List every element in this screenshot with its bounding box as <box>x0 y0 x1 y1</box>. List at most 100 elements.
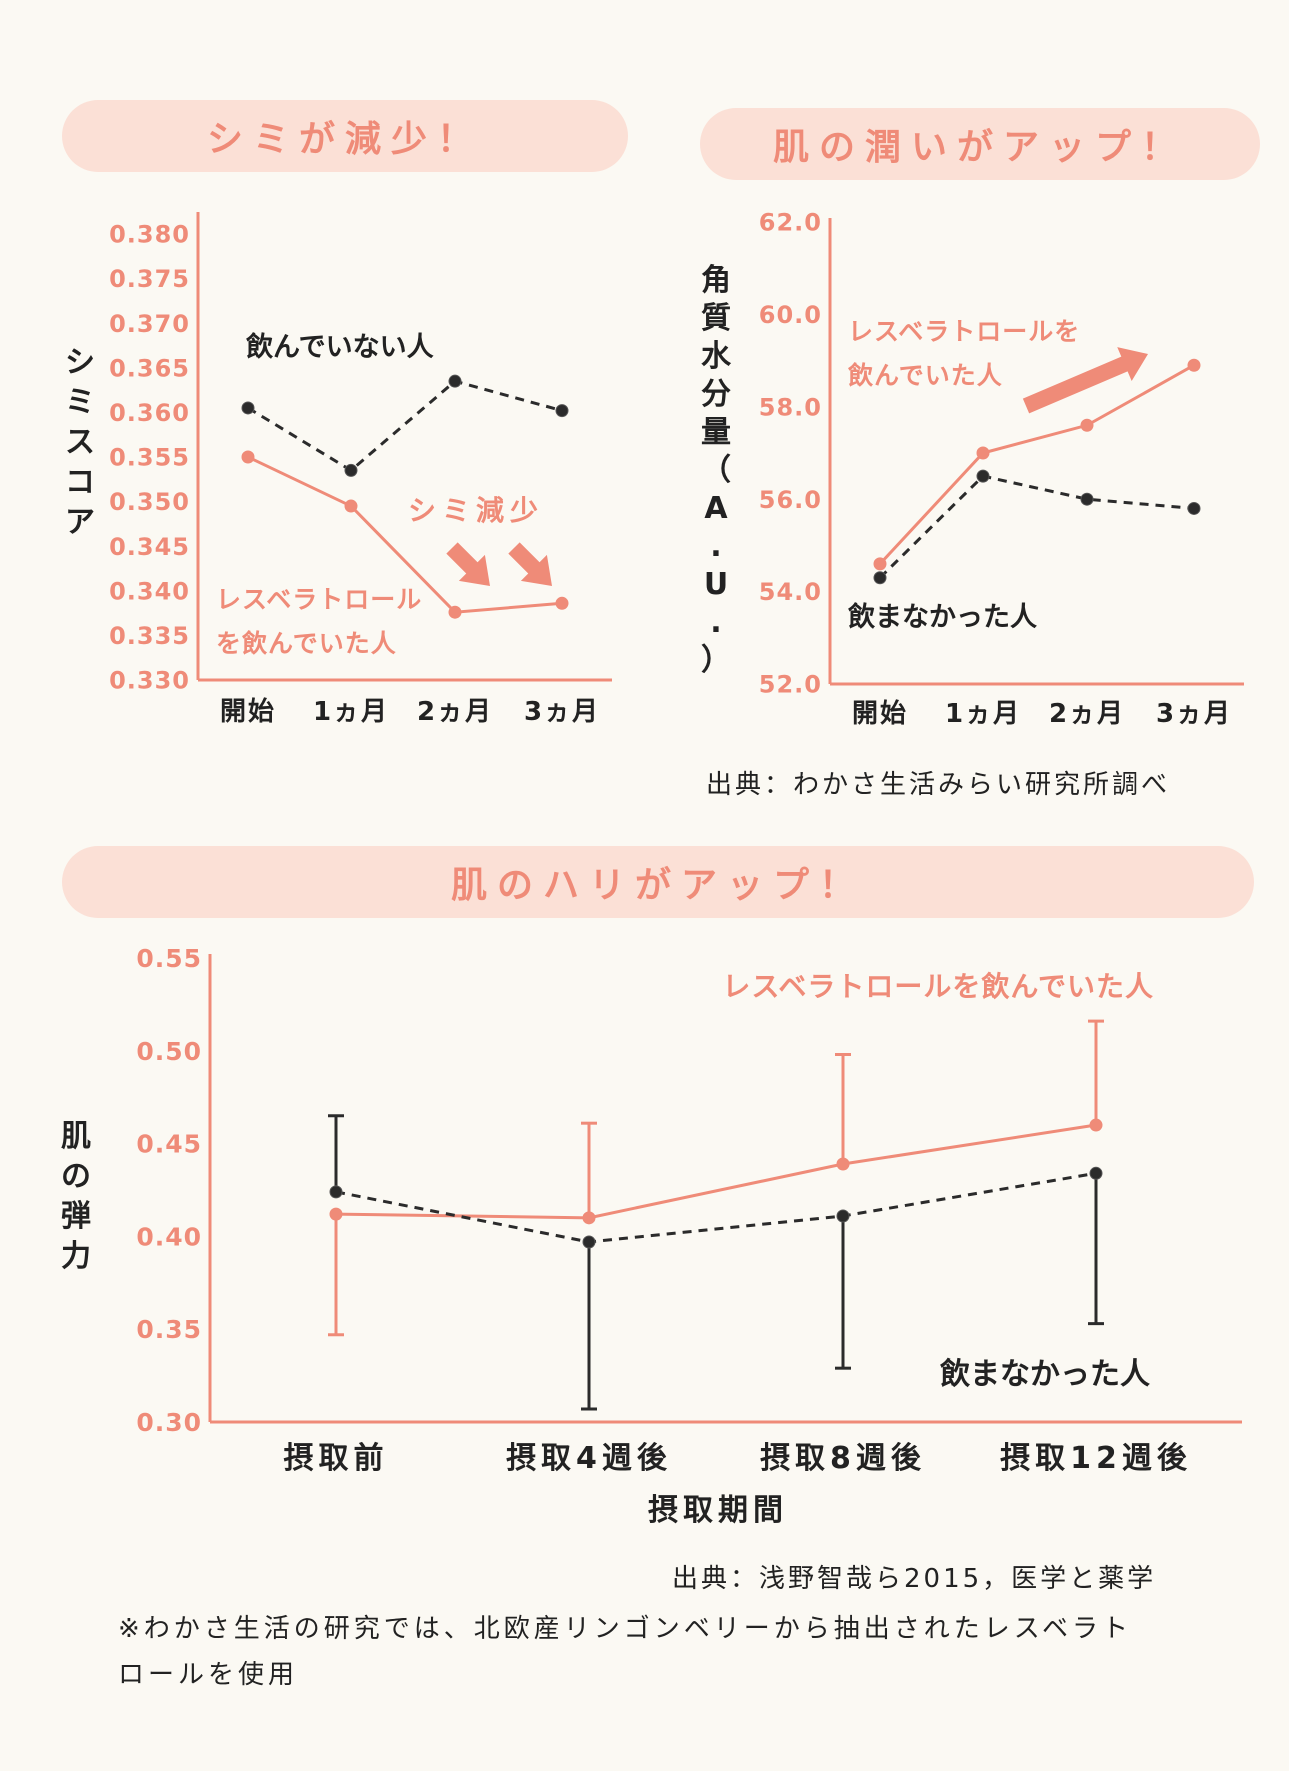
chart3-y-tick-label: 0.45 <box>136 1130 202 1159</box>
chart2-y-axis-label: 質 <box>701 301 731 336</box>
chart1-y-tick-label: 0.375 <box>109 265 190 293</box>
chart2-y-axis-label: A <box>704 491 728 526</box>
chart1-legend-treated-2: を飲んでいた人 <box>216 629 397 658</box>
chart3-series-2-point <box>582 1235 596 1249</box>
chart3-title: 肌のハリがアップ！ <box>62 846 1254 918</box>
chart2-series-1-point <box>976 446 990 460</box>
chart2-y-axis-label: 水 <box>701 339 732 374</box>
chart1-y-tick-label: 0.360 <box>109 399 190 427</box>
chart3-y-tick-label: 0.35 <box>136 1315 202 1344</box>
chart1-y-axis-label: ミ <box>65 385 95 420</box>
chart1-y-tick-label: 0.370 <box>109 310 190 338</box>
chart2-legend-control: 飲まなかった人 <box>847 601 1037 633</box>
chart3-series-1-line <box>335 1123 1097 1220</box>
chart3-y-tick-label: 0.50 <box>136 1037 202 1066</box>
chart1-series-1-point <box>555 404 569 418</box>
chart3-legend-control: 飲まなかった人 <box>940 1357 1150 1392</box>
chart1-x-tick-label: 開始 <box>220 697 276 727</box>
chart3-series-1-point <box>836 1157 850 1171</box>
chart1-series-2-point <box>241 450 255 464</box>
chart2-legend-treated-2: 飲んでいた人 <box>847 361 1003 390</box>
chart3-y-axis-label: 力 <box>61 1239 91 1274</box>
chart1-legend-control: 飲んでいない人 <box>245 331 434 363</box>
footnote-line-2: ロールを使用 <box>118 1660 299 1690</box>
chart3-series-1-point <box>582 1211 596 1225</box>
chart1-series-1-point <box>344 463 358 477</box>
chart2-legend-treated-1: レスベラトロールを <box>848 317 1080 346</box>
chart3-x-tick-label: 摂取8週後 <box>760 1441 926 1476</box>
chart2-y-axis-label: （ <box>701 453 731 488</box>
chart1-y-axis-label: ア <box>65 505 95 540</box>
chart1-series-1-line <box>247 379 563 473</box>
chart1-legend-treated-1: レスベラトロール <box>216 585 422 614</box>
chart3-x-tick-label: 摂取4週後 <box>506 1441 672 1476</box>
chart2-y-axis-label: ） <box>701 643 731 678</box>
chart1-y-tick-label: 0.355 <box>109 444 190 472</box>
chart3-series-2-line <box>335 1171 1097 1244</box>
chart1-x-tick-label: 3ヵ月 <box>524 697 600 727</box>
chart1-series-1-point <box>241 401 255 415</box>
chart2-y-tick-label: 54.0 <box>759 578 822 606</box>
chart3-series-1-point <box>1089 1118 1103 1132</box>
chart3-source: 出典：浅野智哉ら2015，医学と薬学 <box>672 1564 1157 1594</box>
chart2-series-2-point <box>976 469 990 483</box>
chart2-arrow-icon <box>1022 347 1148 414</box>
chart1-x-tick-label: 2ヵ月 <box>417 697 493 727</box>
chart2-x-tick-label: 1ヵ月 <box>945 699 1021 729</box>
chart2-x-tick-label: 3ヵ月 <box>1156 699 1232 729</box>
chart2-x-tick-label: 2ヵ月 <box>1049 699 1125 729</box>
chart2-series-1-point <box>1080 418 1094 432</box>
chart2-y-axis-label: . <box>710 605 721 640</box>
chart1-series-2-point <box>344 499 358 513</box>
chart3-series-2-point <box>836 1209 850 1223</box>
chart1-y-axis-label: コ <box>65 465 95 500</box>
chart1-series-2-point <box>448 605 462 619</box>
chart3-y-axis-label: 弾 <box>61 1199 91 1234</box>
chart2-series-2-point <box>873 571 887 585</box>
chart3-series-2-point <box>329 1185 343 1199</box>
chart2-y-tick-label: 58.0 <box>759 393 822 421</box>
chart1-y-tick-label: 0.340 <box>109 577 190 605</box>
chart2-y-tick-label: 60.0 <box>759 301 822 329</box>
chart1-series-1-point <box>448 374 462 388</box>
chart3-y-tick-label: 0.40 <box>136 1222 202 1251</box>
chart2-series-2-point <box>1080 492 1094 506</box>
chart1-y-axis-label: ス <box>65 425 95 460</box>
chart2-y-axis-label: 角 <box>701 263 731 298</box>
chart3-y-tick-label: 0.30 <box>136 1408 202 1437</box>
chart2-y-axis-label: U <box>704 567 728 602</box>
chart2-series-1-point <box>1187 358 1201 372</box>
chart2-title: 肌の潤いがアップ！ <box>700 108 1260 180</box>
chart2-y-tick-label: 52.0 <box>759 671 822 699</box>
chart1-x-tick-label: 1ヵ月 <box>313 697 389 727</box>
chart2-x-tick-label: 開始 <box>852 699 908 729</box>
chart3-x-axis-label: 摂取期間 <box>648 1493 788 1528</box>
chart2-y-tick-label: 56.0 <box>759 486 822 514</box>
chart1-arrow-icon <box>508 542 552 586</box>
chart1-title: シミが減少！ <box>62 100 628 172</box>
chart3-x-tick-label: 摂取前 <box>284 1441 389 1476</box>
chart1-y-axis-label: シ <box>65 345 95 380</box>
chart1-series-2-point <box>555 596 569 610</box>
footnote-line-1: ※わかさ生活の研究では、北欧産リンゴンベリーから抽出されたレスベラト <box>118 1614 1132 1644</box>
chart1-arrow-icon <box>446 542 490 586</box>
chart3-series-2-point <box>1089 1166 1103 1180</box>
chart2-series-1-line <box>878 363 1195 565</box>
chart3-y-tick-label: 0.55 <box>136 944 202 973</box>
chart1-y-tick-label: 0.330 <box>109 667 190 695</box>
chart3-x-tick-label: 摂取12週後 <box>1000 1441 1192 1476</box>
chart1-y-tick-label: 0.365 <box>109 354 190 382</box>
chart2-y-axis-label: 分 <box>701 377 731 412</box>
chart1-y-tick-label: 0.350 <box>109 488 190 516</box>
chart1-annotation: シミ減少 <box>408 494 544 527</box>
chart3-legend-treated: レスベラトロールを飲んでいた人 <box>722 970 1154 1003</box>
chart2-y-axis-label: . <box>710 529 721 564</box>
chart3-y-axis-label: の <box>61 1159 91 1194</box>
chart1-y-tick-label: 0.335 <box>109 622 190 650</box>
chart2-series-2-line <box>878 474 1195 579</box>
chart2-y-axis-label: 量 <box>701 415 731 450</box>
chart2-y-tick-label: 62.0 <box>759 209 822 237</box>
chart3-y-axis-label: 肌 <box>61 1119 91 1154</box>
chart2-source: 出典：わかさ生活みらい研究所調べ <box>706 770 1171 800</box>
